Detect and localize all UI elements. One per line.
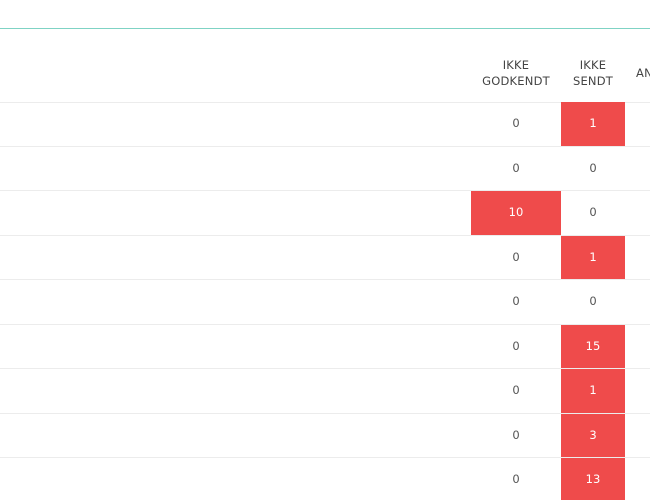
top-divider: [0, 28, 650, 29]
table-row[interactable]: 10 0: [0, 191, 650, 236]
column-header-line: AN: [636, 66, 650, 80]
ikke-sendt-cell: 1: [561, 369, 625, 413]
column-header-line: SENDT: [572, 74, 614, 88]
table-header: IKKE GODKENDT IKKE SENDT AN: [0, 29, 650, 103]
column-header-line: IKKE: [502, 58, 530, 72]
ikke-godkendt-cell: 0: [512, 249, 520, 264]
ikke-sendt-cell: 0: [589, 160, 597, 175]
ikke-sendt-cell: 0: [589, 205, 597, 219]
column-header-line: IKKE: [579, 58, 607, 72]
ikke-godkendt-cell: 10: [471, 191, 561, 235]
column-header-ikke-godkendt[interactable]: IKKE GODKENDT: [471, 57, 561, 89]
table-row[interactable]: 0 13: [0, 458, 650, 500]
column-header-ikke-sendt[interactable]: IKKE SENDT: [561, 57, 625, 89]
ikke-godkendt-cell: 0: [512, 294, 520, 308]
ikke-godkendt-cell: 0: [512, 383, 520, 397]
ikke-sendt-cell: 1: [561, 102, 625, 146]
column-header-line: GODKENDT: [482, 74, 550, 88]
ikke-godkendt-cell: 0: [512, 427, 520, 442]
table-body: 0 1 0 0 10 0 0 1 0 0 0 15 0 1 0 3 0 13: [0, 102, 650, 500]
column-header-partial[interactable]: AN: [636, 65, 650, 81]
ikke-sendt-cell: 3: [561, 413, 625, 457]
ikke-sendt-cell: 15: [561, 324, 625, 368]
ikke-godkendt-cell: 0: [512, 116, 520, 130]
ikke-godkendt-cell: 0: [512, 472, 520, 486]
ikke-sendt-cell: 13: [561, 458, 625, 500]
ikke-sendt-cell: 1: [561, 235, 625, 279]
ikke-godkendt-cell: 0: [512, 160, 520, 175]
ikke-sendt-cell: 0: [589, 294, 597, 308]
ikke-godkendt-cell: 0: [512, 338, 520, 353]
table-row[interactable]: 0 15: [0, 324, 650, 369]
